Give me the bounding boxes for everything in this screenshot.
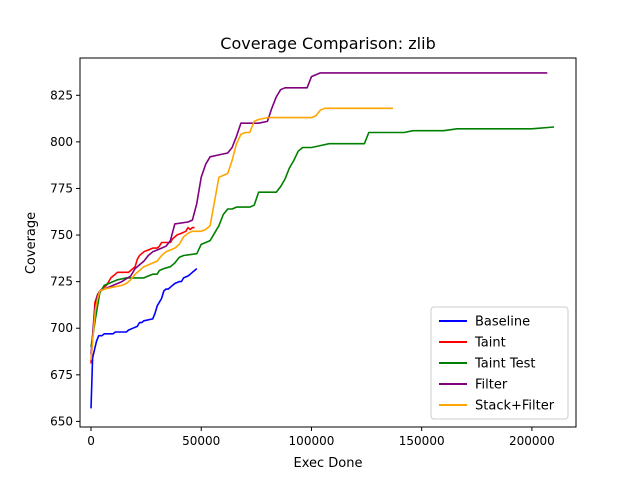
x-axis-ticks: 0 50000 100000 150000 200000 <box>87 427 555 448</box>
chart-title: Coverage Comparison: zlib <box>220 34 435 53</box>
y-axis-label: Coverage <box>24 212 39 274</box>
y-axis-ticks: 650 675 700 725 750 775 800 825 <box>50 88 80 428</box>
y-tick-label: 775 <box>50 181 73 195</box>
legend-box <box>430 306 569 420</box>
series-line-baseline <box>90 267 198 409</box>
plot-frame <box>79 57 577 428</box>
x-tick-label: 100000 <box>289 434 335 448</box>
y-tick-label: 725 <box>50 275 73 289</box>
y-tick-label: 750 <box>50 228 73 242</box>
x-tick-label: 0 <box>87 434 95 448</box>
y-tick-label: 650 <box>50 414 73 428</box>
x-tick-label: 50000 <box>182 434 220 448</box>
legend-label-filter: Filter <box>475 378 508 393</box>
y-tick-label: 700 <box>50 321 73 335</box>
legend-label-taint: Taint <box>474 336 506 351</box>
series-lines <box>90 72 555 409</box>
series-line-filter <box>90 72 548 355</box>
series-line-taint <box>90 226 195 364</box>
x-axis-label: Exec Done <box>294 456 363 471</box>
series-line-taint-test <box>90 126 555 348</box>
x-tick-label: 150000 <box>399 434 445 448</box>
y-tick-label: 825 <box>50 88 73 102</box>
legend-label-taint-test: Taint Test <box>474 357 535 372</box>
y-tick-label: 675 <box>50 368 73 382</box>
x-tick-label: 200000 <box>509 434 555 448</box>
series-line-stack-filter <box>90 107 393 360</box>
legend-label-baseline: Baseline <box>475 315 530 330</box>
y-tick-label: 800 <box>50 135 73 149</box>
legend-label-stack-filter: Stack+Filter <box>475 399 555 414</box>
legend: Baseline Taint Taint Test Filter Stack+Filte… <box>430 306 569 420</box>
